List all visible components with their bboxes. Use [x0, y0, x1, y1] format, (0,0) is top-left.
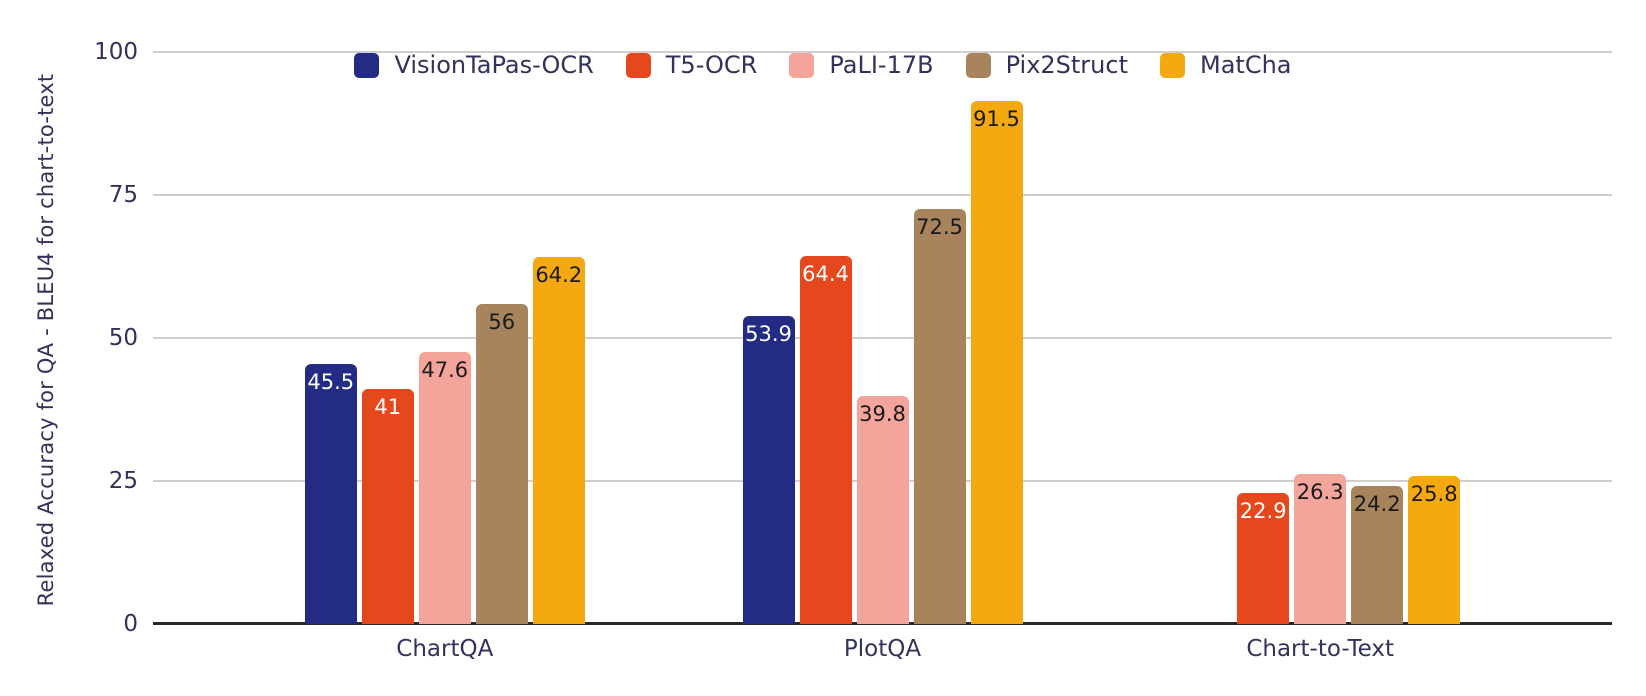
y-tick-label-50: 50 — [108, 325, 138, 351]
legend-item-Pix2Struct[interactable]: Pix2Struct — [965, 51, 1128, 79]
legend-label: MatCha — [1200, 51, 1292, 79]
bar-value-label: 64.4 — [802, 261, 849, 286]
bar-value-label: 47.6 — [421, 357, 469, 382]
bar-MatCha-Chart-to-Text: 25.8 — [1408, 476, 1461, 624]
legend-swatch-icon — [789, 52, 815, 78]
bar-Pix2Struct-PlotQA: 72.5 — [913, 209, 966, 624]
legend: VisionTaPas-OCR T5-OCR PaLI-17B Pix2Struct M… — [0, 51, 1646, 79]
bar-value-label: 41 — [374, 395, 402, 420]
legend-label: VisionTaPas-OCR — [394, 51, 594, 79]
bar-PaLI-17B-PlotQA: 39.8 — [856, 396, 909, 624]
plot-area: 45.5 41 47.6 56 64.2 53.9 64.4 39.8 72.5 91.5 22.9… — [153, 51, 1612, 625]
bar-value-label: 53.9 — [745, 321, 792, 346]
legend-label: PaLI-17B — [829, 51, 934, 79]
legend-item-MatCha[interactable]: MatCha — [1160, 51, 1292, 79]
legend-item-PaLI-17B[interactable]: PaLI-17B — [789, 51, 934, 79]
y-tick-label-0: 0 — [123, 611, 138, 637]
legend-swatch-icon — [965, 52, 991, 78]
bar-VisionTaPas-OCR-ChartQA: 45.5 — [304, 363, 357, 624]
gridline-100 — [153, 51, 1612, 53]
y-axis-tick-labels: 0 25 50 75 100 — [0, 39, 138, 637]
bar-value-label: 91.5 — [973, 106, 1020, 131]
bar-value-label: 22.9 — [1239, 499, 1287, 524]
bar-value-label: 39.8 — [859, 402, 906, 427]
x-category-label-ChartQA: ChartQA — [396, 636, 494, 662]
bar-Pix2Struct-ChartQA: 56 — [475, 303, 528, 624]
x-category-label-PlotQA: PlotQA — [843, 636, 922, 662]
legend-label: Pix2Struct — [1005, 51, 1128, 79]
legend-item-VisionTaPas-OCR[interactable]: VisionTaPas-OCR — [354, 51, 594, 79]
bar-T5-OCR-PlotQA: 64.4 — [799, 255, 852, 624]
x-category-label-Chart-to-Text: Chart-to-Text — [1246, 636, 1395, 662]
bar-PaLI-17B-ChartQA: 47.6 — [418, 351, 471, 624]
bar-MatCha-PlotQA: 91.5 — [970, 100, 1023, 624]
bar-T5-OCR-ChartQA: 41 — [361, 389, 414, 624]
bar-value-label: 56 — [488, 309, 516, 334]
bar-value-label: 26.3 — [1296, 479, 1344, 504]
gridline-75 — [153, 194, 1612, 196]
x-axis-category-labels: ChartQA PlotQA Chart-to-Text — [153, 636, 1612, 668]
legend-label: T5-OCR — [665, 51, 758, 79]
y-tick-label-25: 25 — [108, 468, 138, 494]
bar-PaLI-17B-Chart-to-Text: 26.3 — [1294, 473, 1347, 624]
legend-swatch-icon — [625, 52, 651, 78]
bar-value-label: 72.5 — [916, 215, 963, 240]
bar-value-label: 45.5 — [307, 369, 355, 394]
bar-group-ChartQA: 45.5 41 47.6 56 64.2 — [304, 52, 585, 624]
bar-VisionTaPas-OCR-PlotQA: 53.9 — [742, 315, 795, 624]
bar-value-label: 64.2 — [535, 262, 583, 287]
y-tick-label-75: 75 — [108, 182, 138, 208]
bar-group-Chart-to-Text: 22.9 26.3 24.2 25.8 — [1180, 52, 1461, 624]
bar-T5-OCR-Chart-to-Text: 22.9 — [1237, 493, 1290, 624]
legend-swatch-icon — [1160, 52, 1185, 78]
bar-Pix2Struct-Chart-to-Text: 24.2 — [1351, 485, 1404, 624]
legend-swatch-icon — [354, 52, 380, 78]
gridline-50 — [153, 337, 1612, 339]
bar-MatCha-ChartQA: 64.2 — [532, 256, 585, 624]
bar-value-label: 25.8 — [1410, 482, 1458, 507]
bar-group-PlotQA: 53.9 64.4 39.8 72.5 91.5 — [742, 52, 1023, 624]
legend-item-T5-OCR[interactable]: T5-OCR — [625, 51, 758, 79]
bar-value-label: 24.2 — [1353, 491, 1401, 516]
y-tick-label-100: 100 — [94, 39, 138, 65]
